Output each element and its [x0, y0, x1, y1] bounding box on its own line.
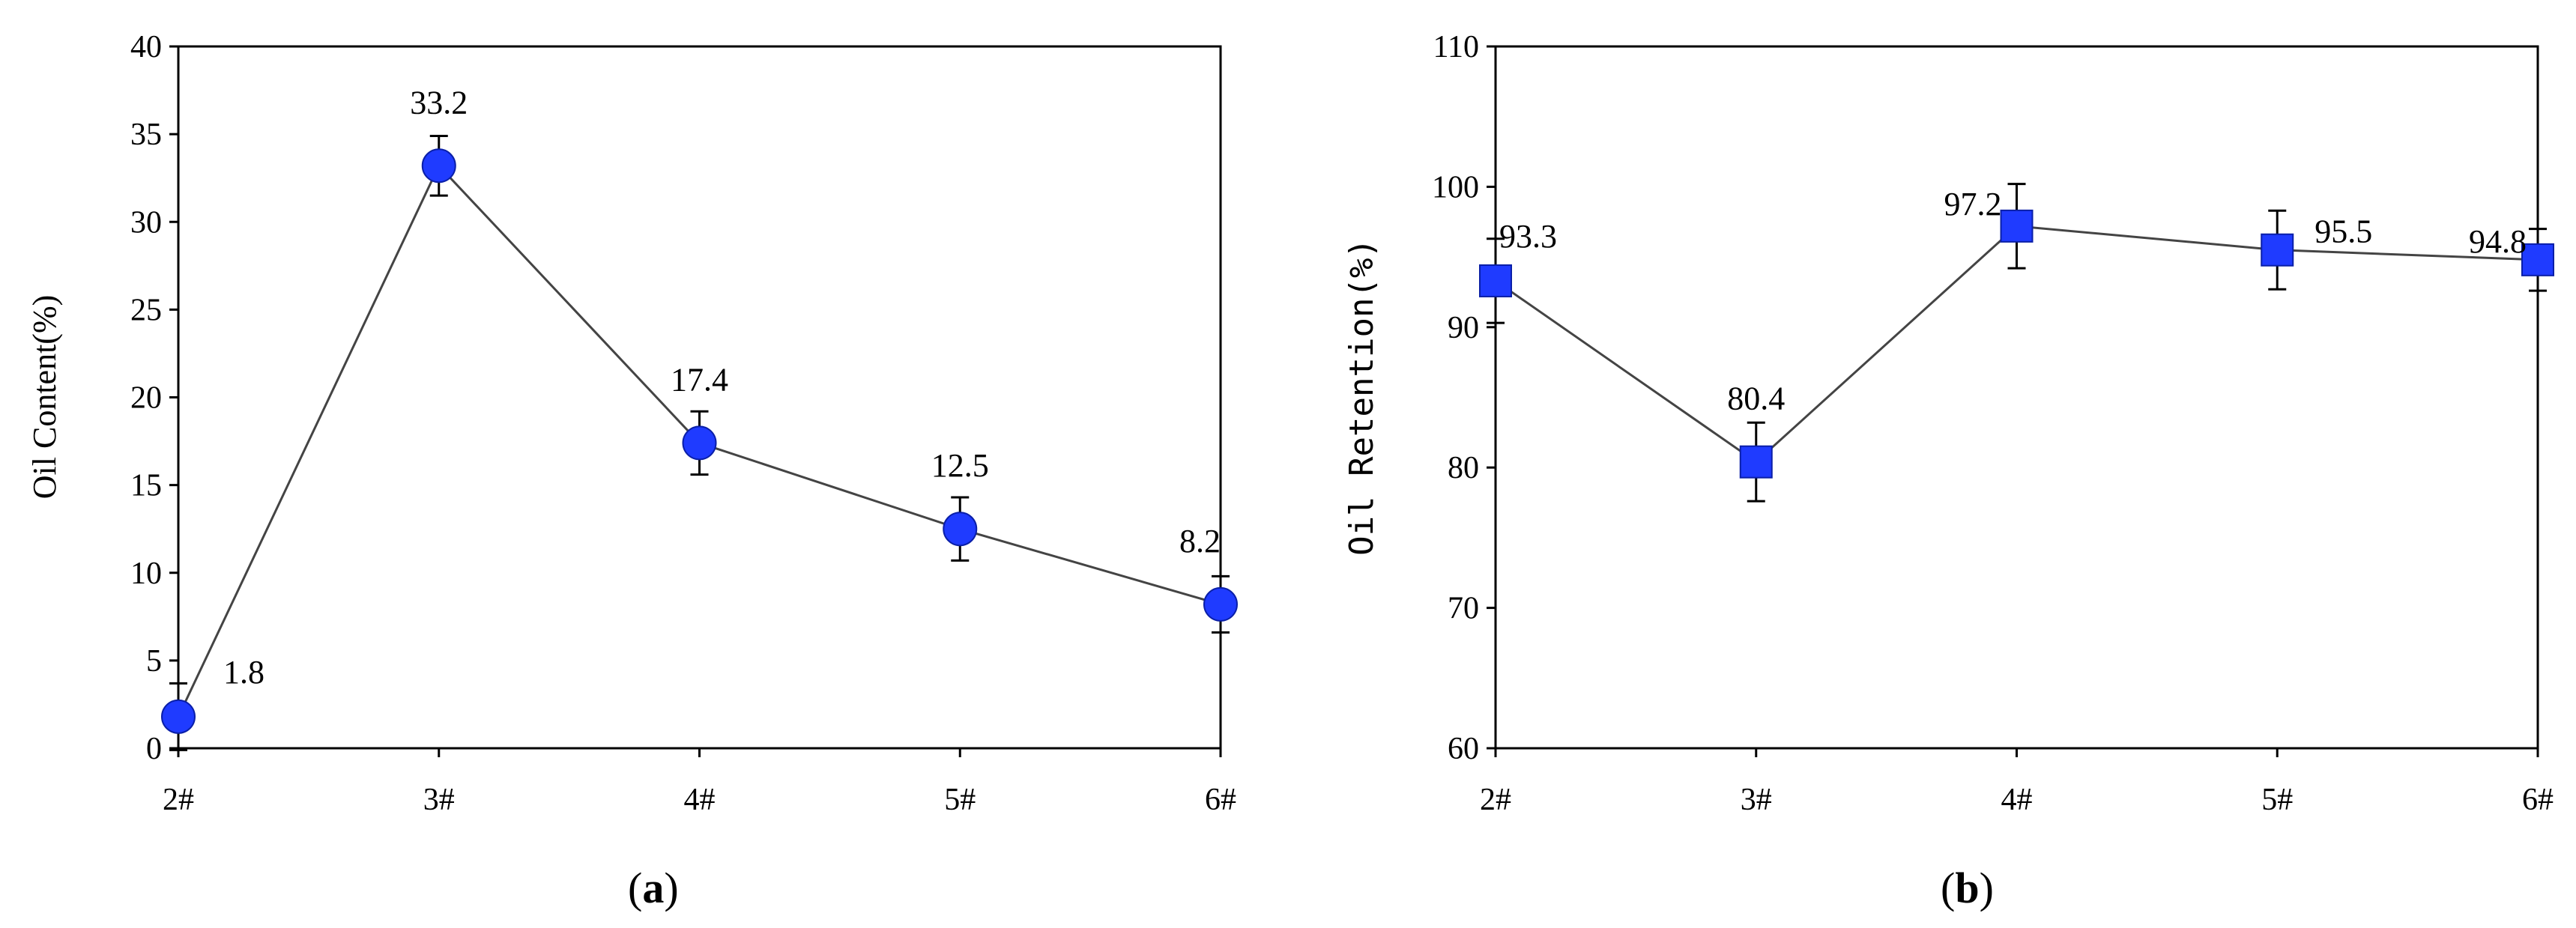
x-tick-label: 4#: [2001, 783, 2033, 817]
data-label: 97.2: [1944, 186, 2002, 222]
x-ticks-a: 2# 3# 4# 5# 6#: [163, 748, 1236, 817]
data-point: [1479, 264, 1512, 297]
x-ticks-b: 2# 3# 4# 5# 6#: [1480, 748, 2554, 817]
y-tick-label: 70: [1448, 592, 1479, 626]
data-label: 95.5: [2315, 213, 2372, 250]
y-tick-label: 80: [1448, 451, 1479, 485]
y-tick-label: 60: [1448, 732, 1479, 766]
y-tick-label: 35: [130, 118, 162, 152]
y-ticks-a: 0 5 10 15 20 25 30 35 40: [130, 30, 178, 766]
x-tick-label: 2#: [163, 783, 194, 817]
data-point: [2261, 233, 2294, 267]
y-ticks-b: 60 70 80 90 100 110: [1432, 30, 1496, 766]
data-label: 93.3: [1499, 218, 1557, 255]
y-tick-label: 15: [130, 469, 162, 503]
x-tick-label: 6#: [2522, 783, 2554, 817]
series-a: 1.8 33.2 17.4 12.5 8.2: [161, 84, 1238, 751]
data-point: [682, 425, 717, 461]
data-point: [1203, 586, 1238, 622]
y-axis-label-b: Oil Retention(%): [1343, 238, 1381, 556]
x-tick-label: 2#: [1480, 783, 1511, 817]
data-point: [1739, 445, 1773, 479]
data-point: [421, 148, 456, 184]
x-tick-label: 5#: [944, 783, 976, 817]
panel-label-b: (b): [1941, 864, 1994, 912]
data-label: 8.2: [1179, 523, 1221, 559]
x-tick-label: 6#: [1205, 783, 1236, 817]
x-tick-label: 4#: [684, 783, 716, 817]
y-tick-label: 30: [130, 205, 162, 240]
data-point: [2521, 243, 2554, 276]
panel-letter-b: b: [1955, 864, 1979, 912]
data-label: 33.2: [410, 84, 468, 121]
series-b: 93.3 80.4 97.2 95.5 94.8: [1479, 183, 2554, 503]
x-tick-label: 3#: [423, 783, 455, 817]
panel-letter-a: a: [642, 864, 664, 912]
data-label: 17.4: [671, 361, 728, 398]
y-tick-label: 100: [1432, 170, 1479, 204]
data-point: [161, 699, 196, 734]
y-tick-label: 90: [1448, 311, 1479, 345]
y-tick-label: 110: [1433, 30, 1479, 64]
data-label: 12.5: [931, 447, 989, 484]
data-label: 1.8: [223, 654, 264, 691]
y-axis-label-a: Oil Content(%): [26, 295, 63, 500]
data-point: [943, 512, 978, 547]
y-tick-label: 25: [130, 293, 162, 327]
y-tick-label: 0: [146, 732, 162, 766]
y-tick-label: 20: [130, 381, 162, 416]
data-label: 80.4: [1727, 380, 1785, 417]
data-point: [2000, 209, 2034, 243]
panel-label-a: (a): [628, 864, 679, 912]
y-tick-label: 10: [130, 557, 162, 591]
plot-frame-b: [1494, 45, 2539, 750]
x-tick-label: 5#: [2261, 783, 2293, 817]
y-tick-label: 40: [130, 30, 162, 64]
chart-b: 60 70 80 90 100 110 2# 3# 4# 5# 6# 93.3 80.4 97.2 95…: [1343, 30, 2554, 912]
x-tick-label: 3#: [1741, 783, 1772, 817]
y-tick-label: 5: [146, 644, 162, 679]
data-label: 94.8: [2469, 223, 2527, 260]
